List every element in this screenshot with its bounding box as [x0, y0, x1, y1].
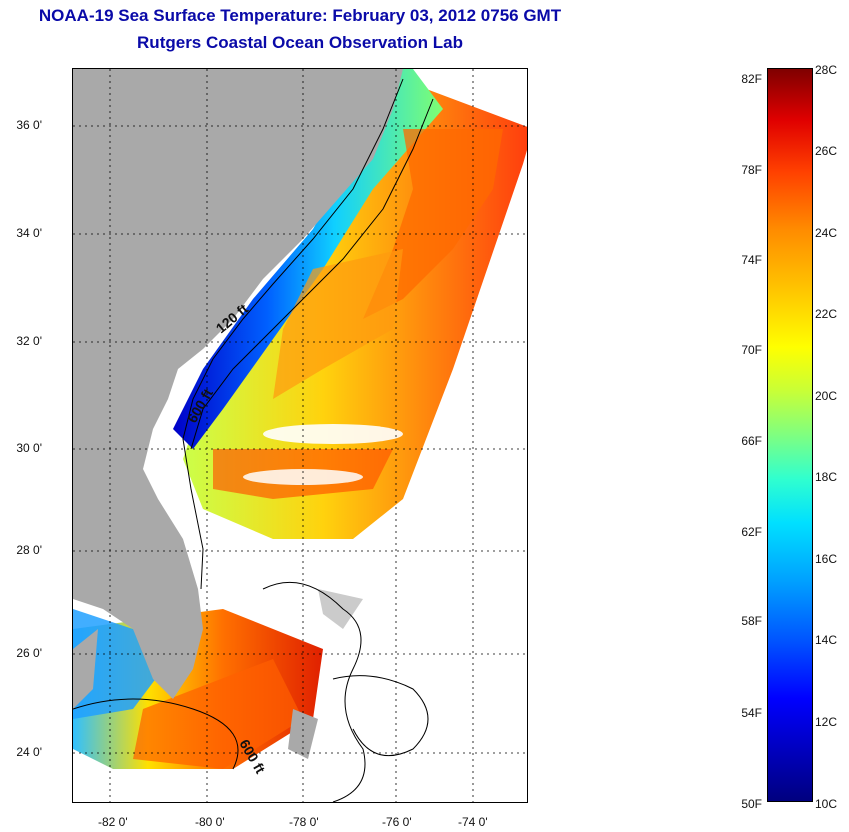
lat-label: 34 0': [16, 226, 42, 240]
lat-label: 24 0': [16, 745, 42, 759]
graticule: [73, 69, 527, 802]
lon-label: -76 0': [382, 815, 412, 829]
colorbar-f-label: 62F: [741, 525, 762, 539]
colorbar-c-label: 24C: [815, 226, 838, 240]
lon-label: -82 0': [98, 815, 128, 829]
colorbar-c-label: 20C: [815, 389, 838, 403]
colorbar-f-label: 54F: [741, 706, 762, 720]
lon-label: -78 0': [289, 815, 319, 829]
sst-map: 120 ft 600 ft 600 ft: [72, 68, 528, 803]
lon-label: -74 0': [458, 815, 488, 829]
colorbar-c-label: 26C: [815, 144, 838, 158]
sst-map-canvas: 120 ft 600 ft 600 ft: [73, 69, 527, 802]
colorbar-f-label: 50F: [741, 797, 762, 811]
colorbar-c-label: 10C: [815, 797, 838, 811]
colorbar-c-label: 12C: [815, 715, 838, 729]
map-title: NOAA-19 Sea Surface Temperature: Februar…: [38, 6, 562, 25]
lat-label: 26 0': [16, 646, 42, 660]
map-subtitle: Rutgers Coastal Ocean Observation Lab: [137, 33, 463, 52]
sst-data-layer: [73, 69, 527, 769]
lon-label: -80 0': [195, 815, 225, 829]
colorbar-f-label: 74F: [741, 253, 762, 267]
colorbar-f-label: 70F: [741, 343, 762, 357]
colorbar-c-label: 18C: [815, 470, 838, 484]
lat-label: 30 0': [16, 441, 42, 455]
lat-label: 32 0': [16, 334, 42, 348]
colorbar-c-label: 14C: [815, 633, 838, 647]
colorbar-c-label: 28C: [815, 63, 838, 77]
colorbar-f-label: 66F: [741, 434, 762, 448]
colorbar-f-label: 58F: [741, 614, 762, 628]
colorbar-c-label: 22C: [815, 307, 838, 321]
colorbar-f-label: 78F: [741, 163, 762, 177]
temperature-colorbar: [767, 68, 813, 802]
lat-label: 36 0': [16, 118, 42, 132]
colorbar-c-label: 16C: [815, 552, 838, 566]
colorbar-f-label: 82F: [741, 72, 762, 86]
lat-label: 28 0': [16, 543, 42, 557]
land-layer: [73, 69, 403, 759]
